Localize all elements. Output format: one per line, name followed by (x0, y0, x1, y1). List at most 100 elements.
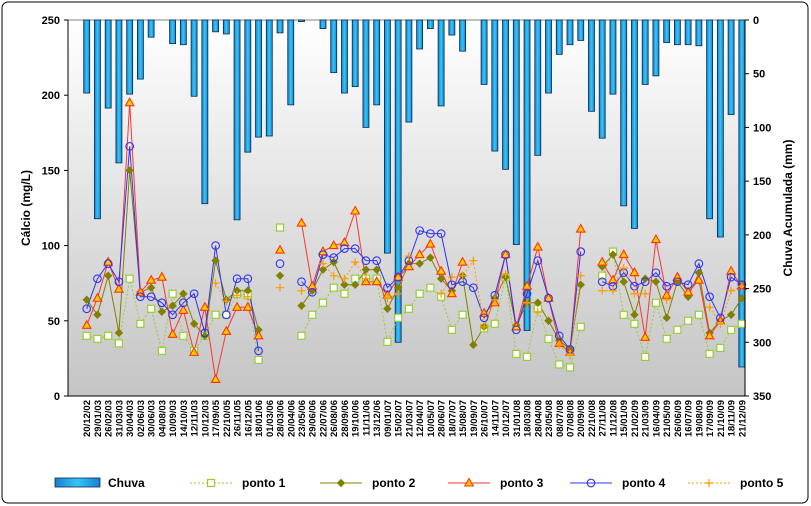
ponto-5-point (480, 322, 489, 331)
x-tick-label: 20/09/08 (576, 400, 587, 437)
ponto-5-point (716, 319, 725, 328)
ponto-3-point (178, 304, 189, 314)
ponto-3-point (640, 331, 651, 341)
ponto-1-point (641, 352, 650, 361)
ponto-4-point (168, 310, 177, 320)
x-tick-label: 17/09/09 (705, 400, 716, 437)
ponto-4-point (511, 325, 521, 335)
ponto-4-point (146, 292, 156, 302)
ponto-3-point (146, 274, 157, 284)
rain-bar (480, 19, 488, 85)
y2-tick-label: 300 (753, 337, 771, 349)
ponto-2-point (576, 280, 585, 289)
ponto-5-point (705, 303, 714, 312)
legend-label-chuva: Chuva (108, 476, 145, 490)
x-tick-label: 15/02/07 (394, 400, 405, 437)
ponto-2-point (640, 274, 650, 283)
ponto-1-point (82, 331, 91, 340)
ponto-1-point (630, 319, 639, 328)
legend-marker-ponto-5 (705, 479, 713, 487)
ponto-4-point (479, 313, 489, 323)
ponto-5-point (211, 279, 220, 288)
ponto-4-point (393, 272, 403, 282)
x-tick-label: 14/11/07 (490, 400, 501, 436)
rain-bar (545, 19, 552, 94)
ponto-1-point (211, 310, 220, 319)
x-tick-label: 28/04/08 (533, 400, 544, 437)
x-tick-label: 15/08/07 (458, 400, 469, 437)
ponto-3-point (328, 239, 339, 250)
ponto-2-point (146, 283, 156, 292)
x-tick-label: 10/12/03 (200, 400, 211, 437)
rain-bar (437, 19, 445, 107)
x-tick-label: 22/10/08 (587, 400, 598, 437)
ponto-4-point (683, 280, 693, 290)
x-tick-label: 26/08/06 (329, 400, 340, 437)
ponto-5-point (641, 289, 650, 298)
ponto-5-point (533, 307, 542, 316)
rain-bar (147, 19, 155, 38)
ponto-1-point (490, 319, 499, 328)
y2-axis-label: Chuva Acumulada (mm) (781, 140, 795, 277)
ponto-4-point (426, 229, 435, 238)
x-tick-label: 26/10/07 (480, 400, 491, 437)
x-tick-label: 07/08/08 (566, 400, 577, 437)
ponto-5-point (297, 286, 306, 295)
y2-tick-label: 50 (753, 69, 765, 81)
x-tick-label: 20/04/06 (286, 400, 297, 437)
ponto-5-point (555, 340, 564, 349)
ponto-4-point (415, 226, 424, 235)
ponto-1-point (114, 339, 124, 348)
ponto-1-point (737, 319, 746, 328)
x-tick-label: 11/12/08 (608, 400, 619, 436)
legend-marker-ponto-3 (463, 477, 475, 487)
ponto-3-point (650, 233, 662, 244)
ponto-1-point (168, 289, 177, 298)
ponto-1-point (447, 325, 456, 334)
rain-bar (512, 19, 520, 245)
ponto-4-point (232, 274, 242, 284)
rain-bar (126, 19, 134, 95)
ponto-3-point (274, 244, 286, 254)
ponto-4-point (501, 250, 510, 259)
ponto-3-point (81, 319, 92, 329)
ponto-2-point (630, 310, 639, 319)
ponto-5-point (222, 297, 231, 306)
rain-bar (502, 19, 509, 170)
x-tick-label: 23/05/08 (544, 400, 555, 437)
rain-bar (265, 19, 273, 137)
ponto-2-point (415, 259, 424, 268)
ponto-2-point (361, 265, 371, 274)
rain-bar (104, 19, 112, 109)
x-tick-label: 08/07/08 (555, 400, 566, 437)
ponto-3-point (725, 265, 737, 275)
rain-bar (448, 19, 456, 36)
ponto-4-point (726, 272, 736, 282)
legend-label-ponto-1: ponto 1 (242, 476, 286, 490)
x-tick-label: 17/09/05 (211, 399, 222, 437)
ponto-5-line (322, 261, 367, 280)
ponto-2-point (350, 280, 360, 289)
ponto-5-point (566, 351, 574, 360)
x-tick-label: 21/03/07 (404, 400, 415, 437)
ponto-2-point (619, 277, 628, 286)
ponto-3-point (296, 217, 307, 227)
rain-bar (287, 19, 295, 106)
ponto-2-point (737, 294, 747, 303)
y-tick-label: 200 (42, 90, 60, 102)
legend-marker-ponto-4 (586, 478, 596, 488)
ponto-1-point (308, 310, 317, 319)
ponto-5-point (662, 295, 671, 304)
ponto-4-point (103, 259, 113, 268)
ponto-1-point (340, 289, 349, 298)
ponto-1-point (565, 363, 575, 372)
rain-bar (727, 19, 735, 115)
ponto-5-point (576, 271, 585, 280)
rain-bar (298, 19, 305, 23)
ponto-3-point (339, 236, 350, 247)
ponto-2-point (157, 307, 167, 316)
ponto-3-point (210, 373, 221, 384)
rain-bar (674, 19, 681, 46)
rain-bar (233, 19, 241, 221)
ponto-4-point (640, 277, 650, 287)
